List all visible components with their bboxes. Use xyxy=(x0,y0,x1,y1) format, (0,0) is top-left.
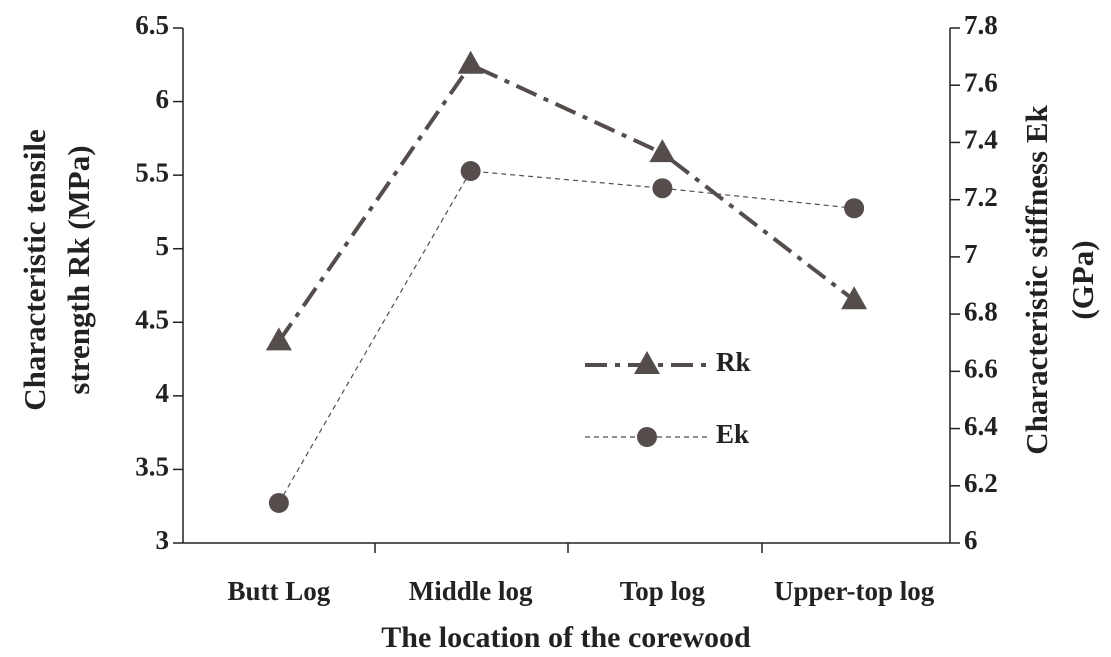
y2-tick-label: 7.6 xyxy=(964,67,998,97)
legend-label: Ek xyxy=(716,419,749,449)
data-point xyxy=(844,198,865,219)
y-tick-label: 5 xyxy=(156,231,170,261)
data-point xyxy=(652,178,673,199)
y-tick-label: 4.5 xyxy=(135,304,169,334)
y-axis-title: strength Rk (MPa) xyxy=(61,145,96,394)
y2-axis-title: Characteristic stiffness Ek xyxy=(1019,104,1054,454)
legend-marker xyxy=(634,351,660,374)
x-tick-label: Upper-top log xyxy=(774,576,935,606)
y2-tick-label: 6 xyxy=(964,525,978,555)
y2-tick-label: 7.2 xyxy=(964,182,998,212)
y2-axis-title: (GPa) xyxy=(1065,240,1100,319)
x-tick-label: Middle log xyxy=(409,576,533,606)
x-axis-title: The location of the corewood xyxy=(381,621,751,654)
y-tick-label: 3 xyxy=(156,525,170,555)
series-line xyxy=(277,62,856,343)
y-tick-label: 4 xyxy=(156,378,170,408)
y2-tick-label: 6.4 xyxy=(964,411,998,441)
y-axis-title: Characteristic tensile xyxy=(17,129,52,410)
y-tick-label: 5.5 xyxy=(135,157,169,187)
x-tick-label: Top log xyxy=(620,576,706,606)
y-tick-label: 6.5 xyxy=(135,10,169,40)
legend-label: Rk xyxy=(716,347,751,377)
series-line xyxy=(278,170,855,504)
y2-tick-label: 6.2 xyxy=(964,468,998,498)
data-point xyxy=(457,50,484,74)
y2-tick-label: 6.6 xyxy=(964,354,998,384)
y2-tick-label: 7.4 xyxy=(964,125,998,155)
y2-tick-label: 7 xyxy=(964,239,978,269)
y-tick-label: 3.5 xyxy=(135,452,169,482)
data-point xyxy=(649,139,676,163)
y2-tick-label: 6.8 xyxy=(964,296,998,326)
legend-marker xyxy=(637,427,657,447)
data-point xyxy=(460,161,481,182)
data-point xyxy=(265,327,292,351)
x-tick-label: Butt Log xyxy=(227,576,330,606)
data-point xyxy=(268,492,289,513)
data-point xyxy=(841,286,868,310)
y2-tick-label: 7.8 xyxy=(964,10,998,40)
y-tick-label: 6 xyxy=(156,84,170,114)
